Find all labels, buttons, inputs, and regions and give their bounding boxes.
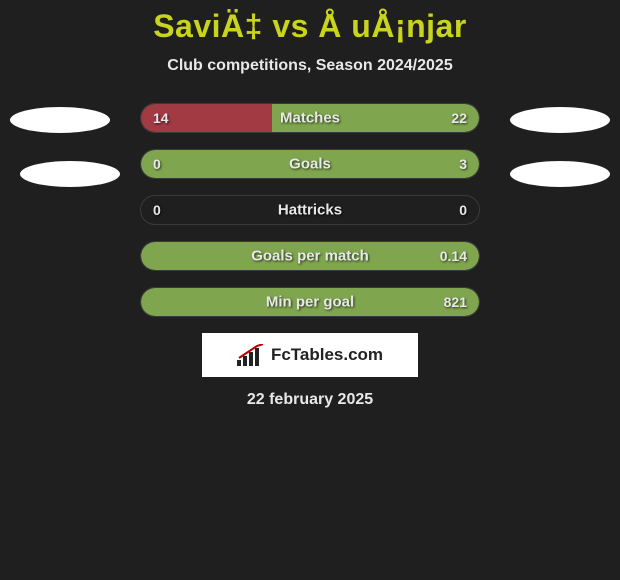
bars-host: 14Matches220Goals30Hattricks0Goals per m… (0, 103, 620, 317)
stat-bar: Goals per match0.14 (140, 241, 480, 271)
comparison-widget: SaviÄ‡ vs Å uÅ¡njar Club competitions, S… (0, 0, 620, 409)
bar-label: Hattricks (141, 202, 479, 219)
stat-bar: Min per goal821 (140, 287, 480, 317)
subtitle: Club competitions, Season 2024/2025 (0, 57, 620, 75)
bar-label: Goals (141, 156, 479, 173)
source-logo[interactable]: FcTables.com (202, 333, 418, 377)
bar-value-right: 3 (459, 156, 467, 172)
player-right-avatar-2 (510, 161, 610, 187)
player-right-avatar-1 (510, 107, 610, 133)
player-left-avatar-1 (10, 107, 110, 133)
bars-icon (237, 344, 265, 366)
bar-label: Matches (141, 110, 479, 127)
stat-bar: 14Matches22 (140, 103, 480, 133)
stat-bar: 0Goals3 (140, 149, 480, 179)
stats-area: 14Matches220Goals30Hattricks0Goals per m… (0, 103, 620, 317)
page-title: SaviÄ‡ vs Å uÅ¡njar (0, 8, 620, 45)
bar-value-right: 0.14 (440, 248, 467, 264)
player-left-avatar-2 (20, 161, 120, 187)
stat-bar: 0Hattricks0 (140, 195, 480, 225)
bar-value-right: 22 (451, 110, 467, 126)
bar-value-right: 0 (459, 202, 467, 218)
logo-text: FcTables.com (271, 345, 383, 365)
bar-label: Goals per match (141, 248, 479, 265)
bar-value-right: 821 (444, 294, 467, 310)
bar-label: Min per goal (141, 294, 479, 311)
date-text: 22 february 2025 (0, 391, 620, 409)
